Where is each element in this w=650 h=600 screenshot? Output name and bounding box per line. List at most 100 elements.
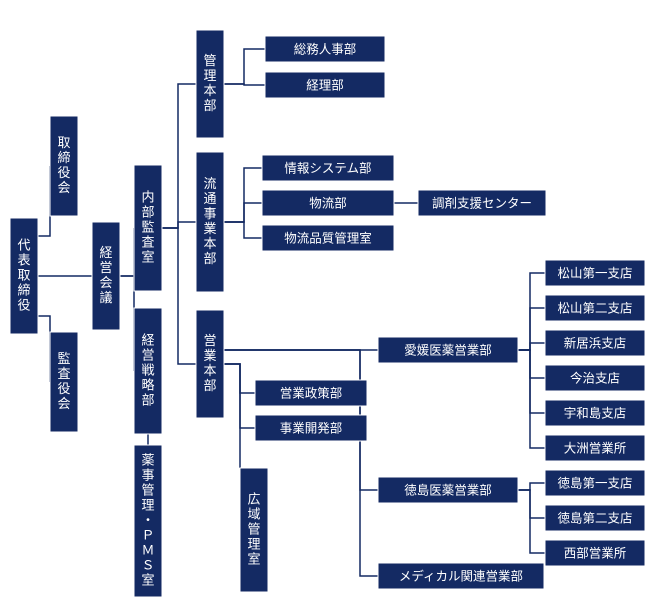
node-somu: 総務人事部 bbox=[265, 36, 385, 62]
node-label: 事 bbox=[141, 468, 154, 483]
node-label: 部 bbox=[203, 98, 216, 113]
node-label: 取 bbox=[57, 135, 70, 150]
node-label: 経 bbox=[99, 245, 112, 260]
node-label: 査 bbox=[57, 366, 70, 381]
node-label: 会 bbox=[57, 396, 70, 411]
node-label: 事 bbox=[203, 206, 216, 221]
edge-daihyo-kansa bbox=[38, 316, 50, 382]
node-label: 域 bbox=[247, 507, 260, 522]
node-e4: 今治支店 bbox=[545, 365, 645, 391]
edge-naibu-ryutsu bbox=[162, 222, 196, 228]
node-label: 会 bbox=[57, 180, 70, 195]
edge-daihyo-tori bbox=[38, 166, 50, 236]
node-tori: 取締役会 bbox=[50, 116, 78, 216]
node-label: 経理部 bbox=[306, 77, 344, 92]
node-e6: 大洲営業所 bbox=[545, 435, 645, 461]
node-label: 室 bbox=[247, 552, 260, 567]
edge-ehime-e1 bbox=[518, 273, 545, 350]
node-eigyo: 営業本部 bbox=[196, 310, 224, 418]
node-label: 管 bbox=[247, 522, 260, 537]
node-label: 監 bbox=[57, 351, 70, 366]
node-label: 議 bbox=[99, 290, 112, 305]
node-label: 監 bbox=[141, 220, 154, 235]
node-butsuryu: 物流部 bbox=[262, 190, 394, 216]
node-label: 取 bbox=[17, 268, 30, 283]
node-label: 徳島医薬営業部 bbox=[404, 482, 492, 497]
node-label: 本 bbox=[203, 363, 216, 378]
edge-tokushima-t3 bbox=[518, 490, 545, 553]
node-label: 本 bbox=[203, 83, 216, 98]
node-label: 室 bbox=[141, 573, 154, 588]
edge-keiei-keistr bbox=[120, 276, 134, 371]
node-t1: 徳島第一支店 bbox=[545, 470, 645, 496]
node-chozai: 調剤支援センター bbox=[418, 190, 546, 216]
node-label: 部 bbox=[203, 378, 216, 393]
node-kanri: 管理本部 bbox=[196, 30, 224, 138]
edge-ryutsu-joho bbox=[224, 168, 262, 222]
node-label: 本 bbox=[203, 236, 216, 251]
node-yakuji: 薬事管理・ＰＭＳ室 bbox=[134, 445, 162, 597]
edge-keiei-naibu bbox=[120, 228, 134, 276]
node-label: 役 bbox=[57, 381, 70, 396]
edge-ryutsu-butsuryu bbox=[224, 203, 262, 222]
node-label: 徳島第二支店 bbox=[557, 510, 632, 525]
edge-eigyo-koiki bbox=[224, 364, 240, 468]
node-label: 西部営業所 bbox=[564, 545, 627, 560]
node-label: 表 bbox=[17, 253, 30, 268]
edge-ehime-e6 bbox=[518, 350, 545, 448]
node-t2: 徳島第二支店 bbox=[545, 505, 645, 531]
edge-ehime-e3 bbox=[518, 343, 545, 350]
edge-kanri-keiri bbox=[224, 84, 265, 85]
node-label: 業 bbox=[203, 221, 216, 236]
node-label: 宇和島支店 bbox=[564, 405, 627, 420]
node-label: 新居浜支店 bbox=[564, 335, 627, 350]
edge-kanri-somu bbox=[224, 49, 265, 84]
node-label: 代 bbox=[17, 238, 30, 253]
node-label: 流 bbox=[203, 176, 216, 191]
edge-tokushima-t2 bbox=[518, 490, 545, 518]
node-label: 戦 bbox=[141, 363, 154, 378]
node-label: 部 bbox=[203, 251, 216, 266]
node-butsuqc: 物流品質管理室 bbox=[262, 225, 394, 251]
node-label: 査 bbox=[141, 235, 154, 250]
node-label: 物流品質管理室 bbox=[284, 230, 372, 245]
node-label: 締 bbox=[17, 283, 30, 298]
node-kaihatsu: 事業開発部 bbox=[255, 415, 367, 441]
node-label: メディカル関連営業部 bbox=[399, 568, 523, 583]
node-label: 部 bbox=[141, 205, 154, 220]
node-e1: 松山第一支店 bbox=[545, 260, 645, 286]
node-koiki: 広域管理室 bbox=[240, 468, 268, 592]
node-naibu: 内部監査室 bbox=[134, 165, 162, 291]
node-label: 経 bbox=[141, 333, 154, 348]
node-e2: 松山第二支店 bbox=[545, 295, 645, 321]
node-label: 愛媛医薬営業部 bbox=[404, 342, 492, 357]
node-keiri: 経理部 bbox=[265, 72, 385, 98]
node-ryutsu: 流通事業本部 bbox=[196, 152, 224, 292]
node-daihyo: 代表取締役 bbox=[10, 218, 38, 334]
node-label: 情報システム部 bbox=[284, 160, 371, 175]
node-label: 役 bbox=[57, 165, 70, 180]
node-label: 営 bbox=[203, 333, 216, 348]
node-seisaku: 営業政策部 bbox=[255, 380, 367, 406]
edge-naibu-kanri bbox=[162, 84, 196, 228]
node-kansa: 監査役会 bbox=[50, 332, 78, 432]
edge-ehime-e4 bbox=[518, 350, 545, 378]
node-e5: 宇和島支店 bbox=[545, 400, 645, 426]
node-label: 営 bbox=[141, 348, 154, 363]
edge-naibu-eigyo bbox=[162, 228, 196, 364]
node-label: 徳島第一支店 bbox=[557, 475, 632, 490]
node-t3: 西部営業所 bbox=[545, 540, 645, 566]
node-label: Ｓ bbox=[141, 558, 154, 573]
node-label: 管 bbox=[141, 483, 154, 498]
node-label: 通 bbox=[203, 191, 216, 206]
node-label: 室 bbox=[141, 250, 154, 265]
node-label: 管 bbox=[203, 53, 216, 68]
node-label: 営 bbox=[99, 260, 112, 275]
node-keiei: 経営会議 bbox=[92, 222, 120, 330]
node-label: 締 bbox=[57, 150, 70, 165]
node-label: 理 bbox=[141, 498, 154, 513]
node-keistr: 経営戦略部 bbox=[134, 308, 162, 434]
edge-ryutsu-butsuqc bbox=[224, 222, 262, 238]
node-label: 略 bbox=[141, 378, 154, 393]
node-ehime: 愛媛医薬営業部 bbox=[378, 337, 518, 363]
